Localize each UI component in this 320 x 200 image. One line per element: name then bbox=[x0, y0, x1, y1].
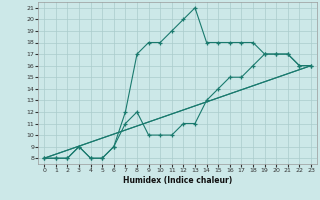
X-axis label: Humidex (Indice chaleur): Humidex (Indice chaleur) bbox=[123, 176, 232, 185]
